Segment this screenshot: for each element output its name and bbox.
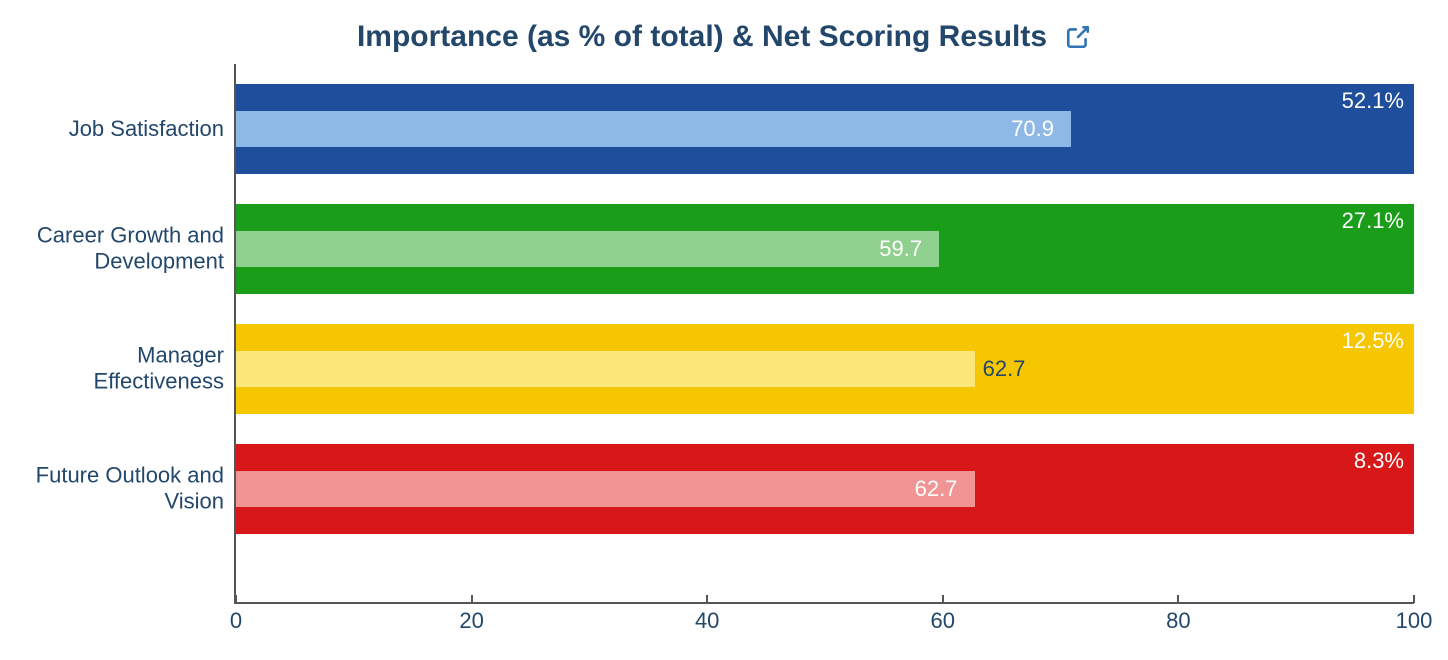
x-tick-mark [942,595,944,603]
title-row: Importance (as % of total) & Net Scoring… [34,20,1414,54]
inner-bar [236,471,975,507]
x-tick-label: 100 [1396,608,1433,634]
x-tick-label: 40 [695,608,719,634]
external-link-icon[interactable] [1065,24,1091,50]
x-tick-mark [235,595,237,603]
outer-bar-value: 8.3% [1354,448,1404,474]
inner-bar [236,351,975,387]
x-tick-label: 60 [931,608,955,634]
inner-bar [236,111,1071,147]
y-axis-label: Career Growth and Development [34,223,224,276]
x-tick-label: 80 [1166,608,1190,634]
outer-bar-value: 12.5% [1342,328,1404,354]
x-tick-mark [1177,595,1179,603]
x-tick-label: 20 [459,608,483,634]
plot-area: 020406080100 52.1%70.927.1%59.712.5%62.7… [234,64,1414,604]
inner-bar [236,231,939,267]
inner-bar-value: 62.7 [983,356,1026,382]
x-axis-ticks: 020406080100 [236,602,1414,638]
chart-area: Job Satisfaction Career Growth and Develo… [34,64,1414,604]
inner-bar-value: 70.9 [1011,116,1054,142]
outer-bar-value: 27.1% [1342,208,1404,234]
y-axis-label: Job Satisfaction [34,116,224,142]
chart-title: Importance (as % of total) & Net Scoring… [357,20,1047,54]
x-tick-mark [1413,595,1415,603]
x-tick-mark [471,595,473,603]
y-axis-label: Future Outlook and Vision [34,463,224,516]
inner-bar-value: 59.7 [879,236,922,262]
inner-bar-value: 62.7 [915,476,958,502]
y-axis-label: Manager Effectiveness [34,343,224,396]
x-tick-label: 0 [230,608,242,634]
y-axis-labels: Job Satisfaction Career Growth and Develo… [34,64,234,604]
x-tick-mark [706,595,708,603]
chart-card: Importance (as % of total) & Net Scoring… [0,0,1448,660]
outer-bar-value: 52.1% [1342,88,1404,114]
